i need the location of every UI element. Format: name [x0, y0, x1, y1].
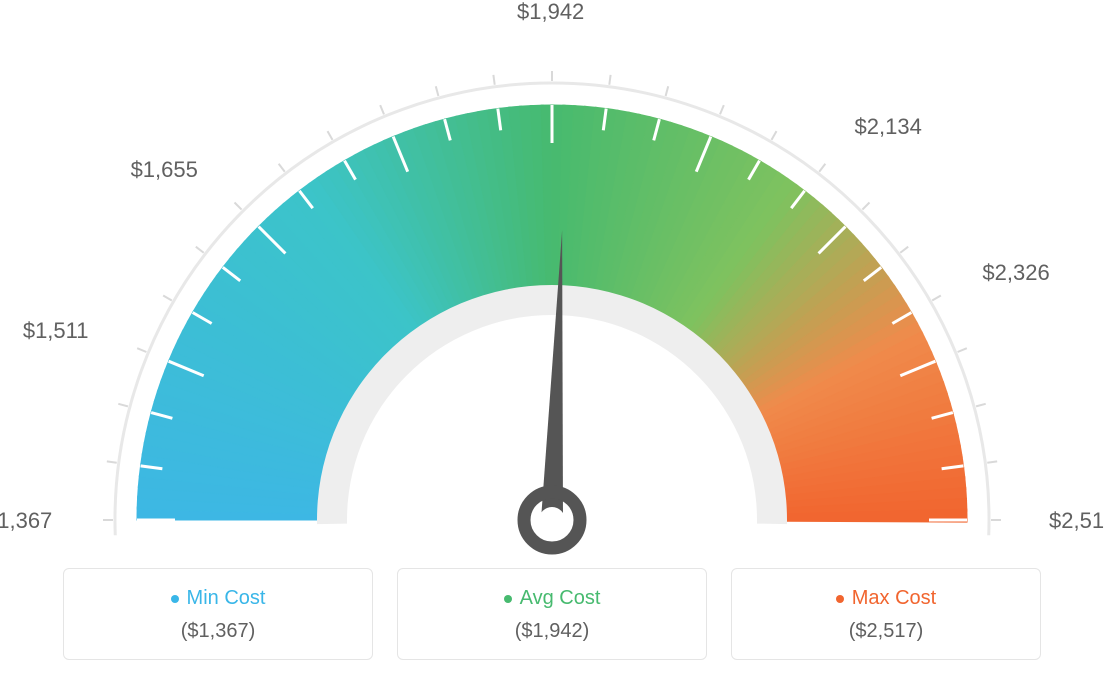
gauge-tick-label: $2,134 — [855, 114, 922, 140]
legend-card-min: Min Cost ($1,367) — [63, 568, 373, 660]
legend-card-max: Max Cost ($2,517) — [731, 568, 1041, 660]
legend-value-max: ($2,517) — [752, 620, 1020, 643]
gauge-tick-label: $1,367 — [0, 508, 52, 534]
dot-icon — [171, 595, 179, 603]
legend-title-text: Max Cost — [852, 587, 936, 610]
gauge-area: $1,367 $1,511 $1,655 $1,942 $2,134 $2,326 $2,5… — [0, 0, 1104, 550]
gauge-tick-label: $2,517 — [1049, 508, 1104, 534]
gauge-svg — [0, 0, 1104, 560]
legend-title-min: Min Cost — [171, 587, 266, 610]
legend-title-text: Min Cost — [187, 587, 266, 610]
legend-value-avg: ($1,942) — [418, 620, 686, 643]
gauge-tick-label: $2,326 — [982, 260, 1049, 286]
legend-row: Min Cost ($1,367) Avg Cost ($1,942) Max … — [0, 568, 1104, 660]
legend-title-avg: Avg Cost — [504, 587, 601, 610]
dot-icon — [504, 595, 512, 603]
legend-title-text: Avg Cost — [520, 587, 601, 610]
gauge-tick-label: $1,655 — [131, 157, 198, 183]
legend-card-avg: Avg Cost ($1,942) — [397, 568, 707, 660]
dot-icon — [836, 595, 844, 603]
legend-title-max: Max Cost — [836, 587, 936, 610]
legend-value-min: ($1,367) — [84, 620, 352, 643]
gauge-tick-label: $1,511 — [23, 318, 89, 344]
chart-container: $1,367 $1,511 $1,655 $1,942 $2,134 $2,326 $2,5… — [0, 0, 1104, 690]
gauge-tick-label: $1,942 — [517, 0, 584, 25]
